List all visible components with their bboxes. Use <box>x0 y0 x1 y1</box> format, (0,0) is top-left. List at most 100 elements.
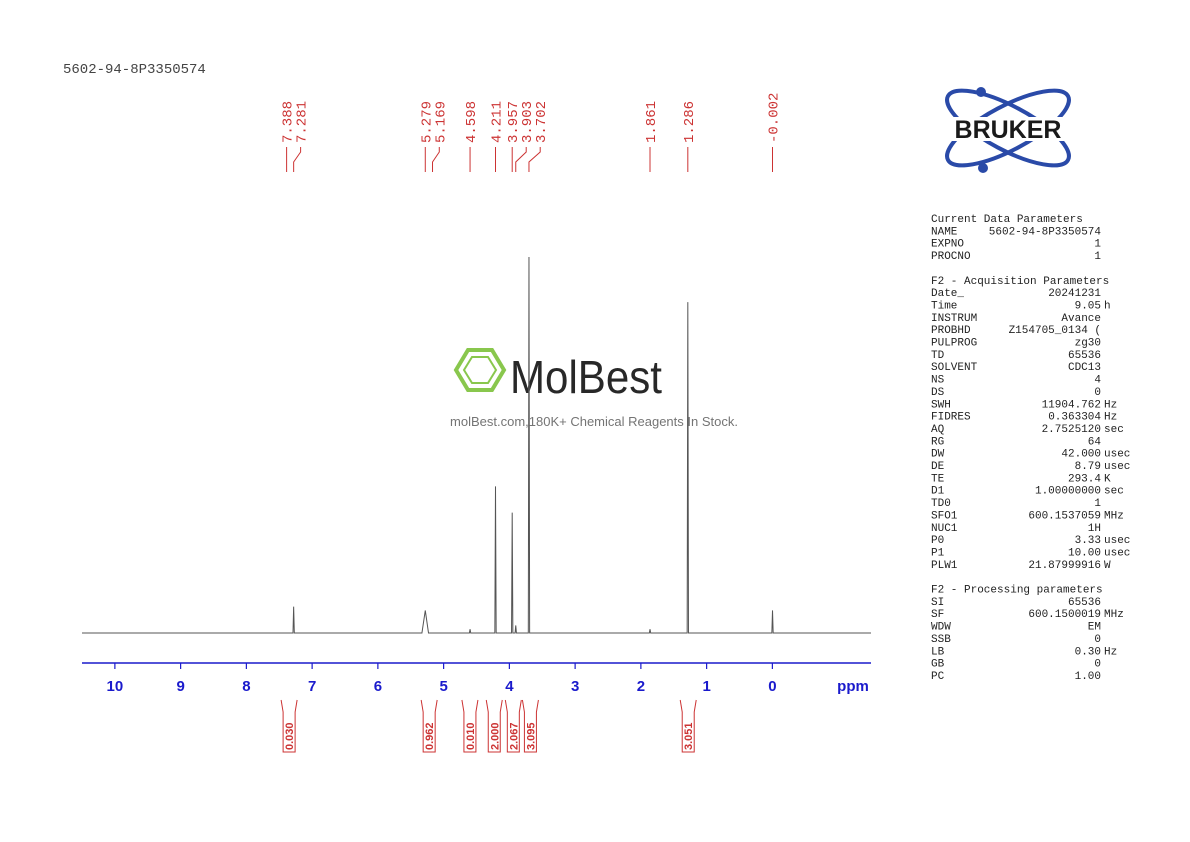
param-value: 42.000 <box>1061 449 1101 461</box>
param-value: 11904.762 <box>1042 399 1101 411</box>
chart-title: 5602-94-8P3350574 <box>63 62 206 78</box>
param-key: EXPNO <box>931 239 964 251</box>
param-key: Time <box>931 300 957 312</box>
logo-orbit <box>945 88 1071 168</box>
x-tick-label: 6 <box>374 678 382 695</box>
param-key: PULPROG <box>931 338 977 350</box>
param-key: SWH <box>931 399 951 411</box>
peak-label: 1.286 <box>682 101 698 143</box>
watermark-brand: MolBest <box>510 351 662 403</box>
param-unit: K <box>1104 473 1111 485</box>
x-tick-label: 5 <box>439 678 447 695</box>
param-value: 3.33 <box>1075 535 1101 547</box>
param-value: 600.1537059 <box>1028 510 1101 522</box>
param-unit: sec <box>1104 424 1124 436</box>
param-key: SFO1 <box>931 510 958 522</box>
param-value: 2.7525120 <box>1042 424 1101 436</box>
param-unit: usec <box>1104 449 1130 461</box>
param-key: SF <box>931 609 944 621</box>
param-value: 21.87999916 <box>1028 560 1101 572</box>
watermark-icon <box>462 356 498 384</box>
param-value: 5602-94-8P3350574 <box>989 226 1102 238</box>
peak-label: 3.702 <box>534 101 550 143</box>
peak-connector <box>432 147 440 172</box>
param-key: Date_ <box>931 288 964 300</box>
param-key: PROBHD <box>931 325 971 337</box>
param-key: LB <box>931 646 945 658</box>
bruker-logo: BRUKER <box>925 87 1091 173</box>
param-unit: sec <box>1104 486 1124 498</box>
param-value: 10.00 <box>1068 547 1101 559</box>
peak-connector <box>293 147 302 172</box>
logo-dot <box>976 87 986 97</box>
param-value: 20241231 <box>1048 288 1101 300</box>
param-value: 1.00000000 <box>1035 486 1101 498</box>
param-key: TE <box>931 473 945 485</box>
param-key: SSB <box>931 634 951 646</box>
integral-bracket <box>504 699 522 753</box>
integral-label: 0.030 <box>284 722 296 750</box>
integral-label: 3.095 <box>525 722 537 750</box>
peak-label: -0.002 <box>767 93 783 143</box>
integral-label: 2.067 <box>508 722 520 750</box>
logo-dot <box>978 163 988 173</box>
param-key: NUC1 <box>931 523 958 535</box>
param-unit: usec <box>1104 461 1130 473</box>
param-value: 1 <box>1094 239 1101 251</box>
param-unit: Hz <box>1104 646 1117 658</box>
param-value: 8.79 <box>1075 461 1101 473</box>
spectrum-line <box>82 256 871 634</box>
logo-orbit <box>945 88 1071 168</box>
section-title: F2 - Processing parameters <box>931 585 1103 597</box>
param-unit: usec <box>1104 547 1130 559</box>
param-key: TD <box>931 350 945 362</box>
peak-label: 5.169 <box>433 101 449 143</box>
integral-label: 2.000 <box>489 722 501 750</box>
param-key: WDW <box>931 622 951 634</box>
peak-label: 3.957 <box>506 101 522 143</box>
param-unit: MHz <box>1104 609 1124 621</box>
param-key: PC <box>931 671 945 683</box>
x-tick-label: 0 <box>768 678 776 695</box>
integral-bracket <box>420 699 438 753</box>
x-tick-label: 7 <box>308 678 316 695</box>
param-unit: usec <box>1104 535 1130 547</box>
integral-label: 0.010 <box>465 722 477 750</box>
param-unit: MHz <box>1104 510 1124 522</box>
watermark: MolBest molBest.com,180K+ Chemical Reage… <box>450 348 738 429</box>
param-key: TD0 <box>931 498 951 510</box>
x-tick-label: 9 <box>176 678 184 695</box>
param-value: 1.00 <box>1075 671 1101 683</box>
param-value: 600.1500019 <box>1028 609 1101 621</box>
integral-bracket <box>280 699 298 753</box>
param-value: 65536 <box>1068 597 1101 609</box>
x-tick-label: 8 <box>242 678 250 695</box>
x-tick-label: 1 <box>702 678 710 695</box>
param-key: FIDRES <box>931 412 971 424</box>
param-unit: W <box>1104 560 1111 572</box>
param-key: RG <box>931 436 944 448</box>
peak-label: 4.598 <box>464 101 480 143</box>
param-value: 64 <box>1088 436 1102 448</box>
peak-label: 4.211 <box>490 101 506 143</box>
x-tick-label: 3 <box>571 678 579 695</box>
x-tick-label: 10 <box>107 678 124 695</box>
param-unit: Hz <box>1104 412 1117 424</box>
x-tick-label: 2 <box>637 678 645 695</box>
param-key: P0 <box>931 535 944 547</box>
x-tick-label: 4 <box>505 678 514 695</box>
integral-label: 3.051 <box>683 722 695 750</box>
param-key: P1 <box>931 547 945 559</box>
peak-label: 5.279 <box>419 101 435 143</box>
param-value: 1 <box>1094 251 1101 263</box>
param-key: D1 <box>931 486 945 498</box>
param-key: SI <box>931 597 944 609</box>
param-value: 4 <box>1094 375 1101 387</box>
logo-text: BRUKER <box>955 116 1062 144</box>
param-value: Z154705_0134 ( <box>1009 325 1101 337</box>
param-key: DE <box>931 461 945 473</box>
param-key: PLW1 <box>931 560 958 572</box>
peak-connector <box>515 147 527 172</box>
